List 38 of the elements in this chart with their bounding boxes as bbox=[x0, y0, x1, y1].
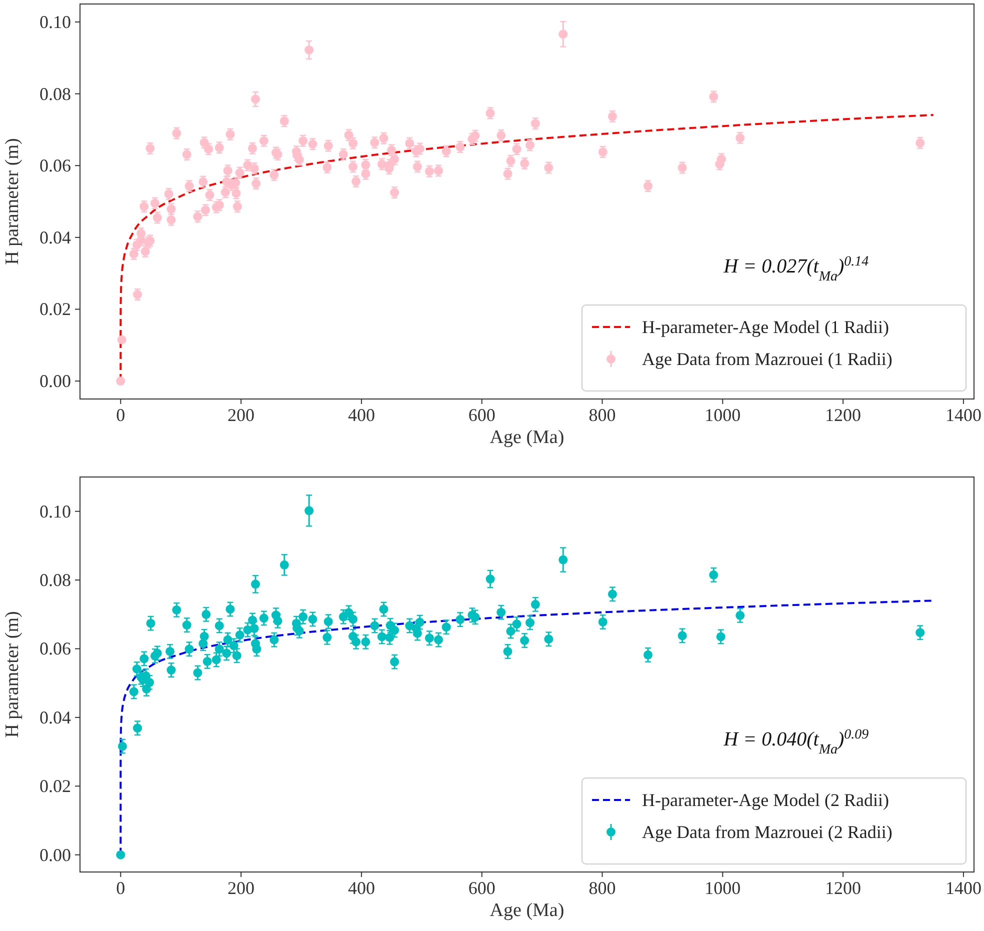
legend-label: Age Data from Mazrouei (2 Radii) bbox=[642, 822, 892, 842]
x-axis-title: Age (Ma) bbox=[490, 427, 564, 448]
x-tick-label: 1200 bbox=[825, 878, 862, 898]
x-tick-label: 200 bbox=[228, 405, 255, 425]
y-tick-label: 0.08 bbox=[40, 84, 71, 104]
annotation: H = 0.027(t$_{Ma}$)$^{0.14}$ bbox=[722, 254, 869, 284]
x-axis-title: Age (Ma) bbox=[490, 900, 564, 921]
y-tick-label: 0.02 bbox=[40, 299, 71, 320]
x-tick-label: 1400 bbox=[945, 878, 982, 898]
y-tick-label: 0.04 bbox=[40, 227, 71, 248]
y-tick-label: 0.00 bbox=[40, 371, 71, 392]
x-tick-label: 200 bbox=[228, 878, 255, 898]
y-axis-title: H parameter (m) bbox=[2, 138, 23, 265]
y-tick-label: 0.02 bbox=[40, 776, 71, 796]
x-tick-label: 0 bbox=[116, 405, 126, 425]
legend-label: H-parameter-Age Model (2 Radii) bbox=[642, 790, 890, 810]
y-tick-label: 0.10 bbox=[40, 501, 71, 522]
y-tick-label: 0.00 bbox=[40, 844, 71, 865]
y-axis-title: H parameter (m) bbox=[2, 611, 23, 738]
y-tick-label: 0.06 bbox=[40, 638, 71, 659]
x-tick-label: 1400 bbox=[945, 405, 982, 425]
x-tick-label: 400 bbox=[348, 405, 375, 425]
x-tick-label: 1000 bbox=[704, 405, 741, 425]
x-tick-label: 400 bbox=[348, 878, 375, 898]
x-tick-label: 600 bbox=[468, 405, 496, 425]
x-tick-label: 800 bbox=[588, 405, 616, 425]
x-tick-label: 1000 bbox=[704, 878, 741, 898]
annotation: H = 0.040(t$_{Ma}$)$^{0.09}$ bbox=[722, 727, 869, 758]
y-tick-label: 0.06 bbox=[40, 156, 71, 176]
y-tick-label: 0.04 bbox=[40, 707, 71, 728]
x-tick-label: 600 bbox=[468, 878, 496, 898]
y-tick-label: 0.10 bbox=[40, 12, 71, 32]
x-tick-label: 800 bbox=[588, 878, 616, 898]
y-tick-label: 0.08 bbox=[40, 570, 71, 590]
legend-label: Age Data from Mazrouei (1 Radii) bbox=[642, 349, 892, 369]
x-tick-label: 1200 bbox=[825, 405, 862, 425]
x-tick-label: 0 bbox=[116, 878, 126, 898]
legend-label: H-parameter-Age Model (1 Radii) bbox=[642, 317, 890, 337]
